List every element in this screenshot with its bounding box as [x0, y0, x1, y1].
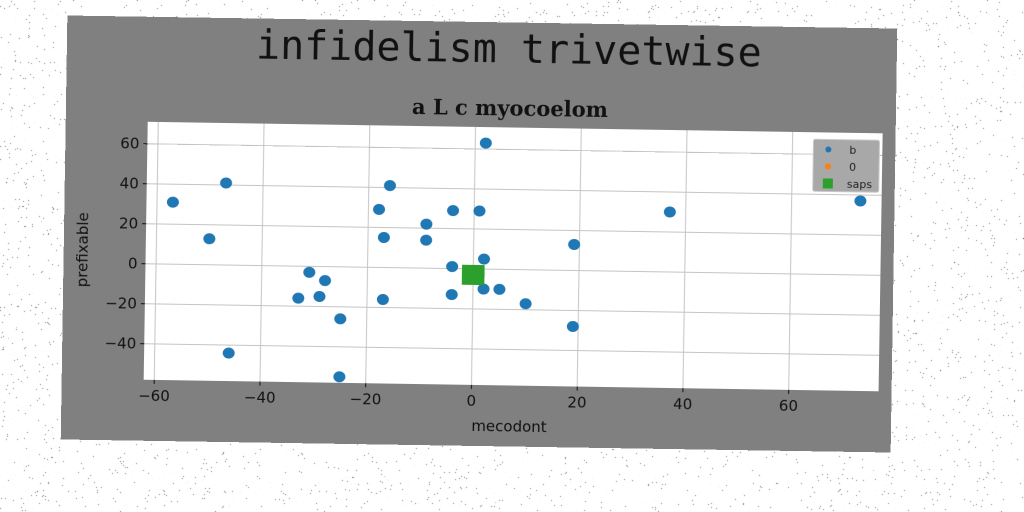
y-grid-line	[145, 263, 881, 276]
x-tick-label: −40	[244, 388, 276, 406]
data-point-b	[493, 283, 506, 295]
data-point-b	[334, 313, 347, 325]
x-tick-label: 20	[567, 393, 586, 411]
x-grid-line	[259, 123, 265, 382]
data-point-b	[479, 137, 492, 149]
legend-label-0: 0	[849, 161, 856, 174]
data-point-b	[303, 266, 316, 278]
x-tick-label: 0	[466, 392, 476, 410]
legend: b 0 saps	[812, 138, 880, 193]
data-points	[166, 137, 867, 383]
data-point-b	[445, 289, 458, 301]
y-grid-line	[144, 303, 880, 316]
y-tick-label: −20	[105, 294, 137, 312]
legend-marker-b	[825, 146, 832, 153]
data-point-b	[566, 320, 579, 332]
x-grid-line	[365, 125, 371, 384]
y-tick-label: −40	[104, 334, 136, 352]
x-tick-label: 60	[779, 397, 798, 415]
y-grid-line	[146, 223, 882, 236]
data-point-b	[420, 234, 433, 246]
data-point-b	[447, 205, 460, 217]
x-tick-label: 40	[673, 395, 692, 413]
legend-label-saps: saps	[847, 178, 873, 191]
data-point-b	[519, 298, 532, 310]
data-point-b	[478, 253, 491, 265]
y-axis-ticks: −40 −20 0 20 40 60	[104, 134, 148, 353]
y-tick-label: 60	[120, 134, 139, 152]
data-point-b	[313, 291, 326, 303]
y-axis-label: prefixable	[73, 212, 92, 287]
data-point-b	[446, 261, 459, 273]
y-tick-label: 20	[119, 214, 138, 232]
data-point-b	[377, 232, 390, 244]
x-grid-line	[153, 121, 159, 380]
legend-marker-saps	[822, 178, 833, 189]
data-point-b	[220, 177, 233, 189]
x-tick-label: −20	[350, 390, 382, 408]
y-grid-line	[147, 143, 883, 156]
data-point-b	[373, 203, 386, 215]
grid-lines	[144, 121, 883, 390]
data-point-saps	[461, 272, 474, 285]
x-grid-line	[682, 130, 688, 389]
data-point-saps	[472, 272, 485, 286]
y-tick-label: 40	[120, 174, 139, 192]
legend-marker-0	[825, 163, 832, 170]
x-grid-line	[788, 131, 794, 390]
data-point-b	[477, 283, 490, 295]
figure-title: infidelism trivetwise	[256, 22, 762, 76]
data-point-b	[166, 196, 179, 208]
data-point-b	[663, 206, 676, 218]
data-point-b	[203, 233, 216, 245]
figure: infidelism trivetwise a L c myocoelom −6…	[60, 15, 898, 453]
data-point-b	[319, 275, 332, 287]
y-grid-line	[146, 183, 882, 196]
x-grid-line	[576, 128, 582, 387]
plot-area	[143, 121, 883, 392]
x-axis-ticks: −60 −40 −20 0 20 40 60	[138, 379, 798, 415]
data-point-b	[420, 218, 433, 230]
data-point-b	[473, 205, 486, 217]
y-grid-line	[144, 343, 880, 356]
figure-canvas: infidelism trivetwise a L c myocoelom −6…	[60, 15, 898, 453]
data-point-b	[376, 293, 389, 305]
data-point-b	[292, 292, 305, 304]
data-point-b	[333, 371, 346, 383]
data-point-b	[854, 195, 867, 207]
data-point-b	[568, 238, 581, 250]
data-point-b	[383, 180, 396, 192]
data-point-b	[222, 347, 235, 359]
chart-title: a L c myocoelom	[412, 94, 608, 122]
y-tick-label: 0	[128, 254, 138, 272]
x-axis-label: mecodont	[471, 417, 547, 436]
x-tick-label: −60	[138, 387, 170, 405]
legend-label-b: b	[849, 144, 856, 157]
x-grid-line	[470, 126, 477, 385]
